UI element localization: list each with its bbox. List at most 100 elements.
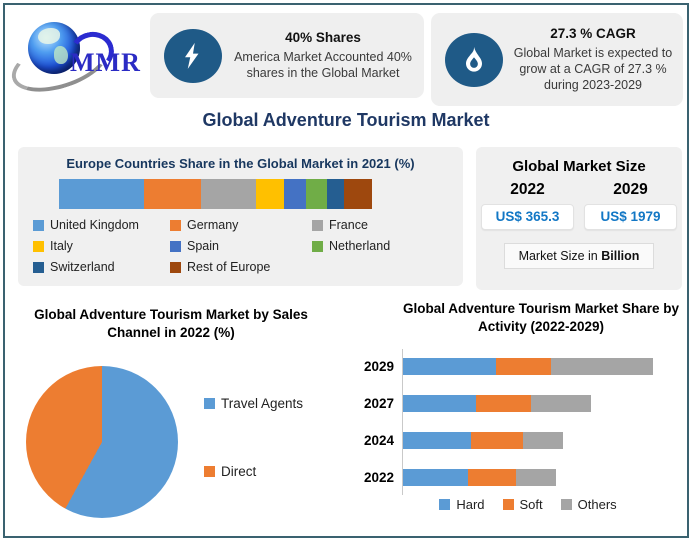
legend-item-spain: Spain — [170, 239, 312, 253]
legend-label: Others — [577, 497, 617, 512]
activity-ylabel: 2029 — [363, 359, 394, 374]
bar-segment-soft — [475, 395, 531, 412]
activity-stacked-bar — [403, 395, 653, 412]
activity-stacked-bar — [403, 432, 653, 449]
lightning-icon — [164, 28, 222, 83]
legend-label: Netherland — [329, 239, 391, 253]
italy-swatch — [33, 240, 44, 252]
cagr-card-title: 27.3 % CAGR — [550, 26, 636, 41]
activity-axis-line — [402, 349, 403, 495]
bar-segment-hard — [403, 395, 476, 412]
legend-item-travel-agents: Travel Agents — [204, 396, 303, 411]
europe-chart-title: Europe Countries Share in the Global Mar… — [66, 156, 415, 171]
legend-label: Spain — [187, 239, 219, 253]
activity-ylabel: 2027 — [363, 396, 394, 411]
year-2029-label: 2029 — [613, 181, 648, 198]
activity-stacked-bar — [403, 358, 653, 375]
activity-ylabel: 2024 — [363, 433, 394, 448]
bar-segment-france — [201, 179, 257, 209]
flame-icon — [445, 32, 503, 87]
rest-of-europe-swatch — [170, 261, 181, 273]
activity-legend: Hard Soft Others — [403, 497, 653, 512]
legend-item-soft: Soft — [502, 497, 543, 512]
sales-channel-pie — [26, 366, 178, 518]
legend-label: Rest of Europe — [187, 260, 271, 274]
activity-row-2029: 2029 — [345, 358, 675, 375]
bar-segment-others — [515, 469, 556, 486]
cagr-card: 27.3 % CAGR Global Market is expected to… — [431, 13, 683, 106]
others-swatch — [560, 499, 572, 510]
activity-ylabel: 2022 — [363, 470, 394, 485]
bar-segment-soft — [468, 469, 516, 486]
legend-label: United Kingdom — [50, 218, 139, 232]
switzerland-swatch — [33, 261, 44, 273]
legend-item-hard: Hard — [439, 497, 485, 512]
france-swatch — [312, 219, 323, 231]
activity-row-2022: 2022 — [345, 469, 675, 486]
bar-segment-others — [530, 395, 591, 412]
market-size-panel: Global Market Size 2022 2029 US$ 365.3 U… — [476, 147, 682, 290]
bar-segment-netherland — [306, 179, 327, 209]
mmr-logo: MMR — [5, 12, 158, 103]
activity-stacked-bar — [403, 469, 653, 486]
market-size-years: 2022 2029 — [476, 181, 682, 199]
legend-label: Hard — [456, 497, 485, 512]
legend-label: Germany — [187, 218, 239, 232]
market-size-title: Global Market Size — [512, 158, 646, 175]
soft-swatch — [502, 499, 514, 510]
note-prefix: Market Size in — [518, 249, 602, 263]
legend-label: Soft — [519, 497, 543, 512]
bar-segment-others — [550, 358, 653, 375]
bar-segment-soft — [470, 432, 523, 449]
bar-segment-rest-of-europe — [343, 179, 373, 209]
bar-segment-hard — [403, 432, 471, 449]
market-size-note: Market Size in Billion — [504, 243, 654, 269]
shares-card: 40% Shares America Market Accounted 40% … — [150, 13, 424, 98]
bar-segment-united-kingdom — [59, 179, 144, 209]
legend-item-italy: Italy — [33, 239, 170, 253]
legend-item-france: France — [312, 218, 453, 232]
cagr-card-body: Global Market is expected to grow at a C… — [513, 46, 673, 92]
spain-swatch — [170, 240, 181, 252]
direct-swatch — [204, 466, 215, 477]
logo-text: MMR — [70, 48, 141, 77]
legend-item-rest-of-europe: Rest of Europe — [170, 260, 312, 274]
legend-item-united-kingdom: United Kingdom — [33, 218, 170, 232]
year-2022-label: 2022 — [510, 181, 545, 198]
bar-segment-italy — [256, 179, 285, 209]
value-2029-box: US$ 1979 — [584, 204, 677, 230]
legend-item-direct: Direct — [204, 464, 256, 479]
legend-label: Switzerland — [50, 260, 115, 274]
value-2022-box: US$ 365.3 — [481, 204, 574, 230]
bar-segment-others — [523, 432, 563, 449]
europe-legend: United Kingdom Germany France Italy Spai… — [33, 218, 453, 274]
legend-label: Direct — [221, 464, 257, 479]
legend-label: Italy — [50, 239, 73, 253]
united-kingdom-swatch — [33, 219, 44, 231]
activity-row-2027: 2027 — [345, 395, 675, 412]
shares-card-body: America Market Accounted 40% shares in t… — [234, 50, 412, 80]
bar-segment-hard — [403, 469, 468, 486]
bar-segment-soft — [495, 358, 551, 375]
legend-item-switzerland: Switzerland — [33, 260, 170, 274]
legend-label: Travel Agents — [221, 396, 304, 411]
bar-segment-spain — [284, 179, 307, 209]
legend-label: France — [329, 218, 368, 232]
germany-swatch — [170, 219, 181, 231]
bar-segment-germany — [143, 179, 202, 209]
hard-swatch — [439, 499, 451, 510]
europe-stacked-bar — [59, 179, 373, 209]
bar-segment-switzerland — [326, 179, 344, 209]
europe-share-panel: Europe Countries Share in the Global Mar… — [18, 147, 463, 286]
travel-agents-swatch — [204, 398, 215, 409]
legend-item-germany: Germany — [170, 218, 312, 232]
bar-segment-hard — [403, 358, 496, 375]
page-title: Global Adventure Tourism Market — [202, 110, 490, 130]
legend-item-netherland: Netherland — [312, 239, 453, 253]
activity-chart-title: Global Adventure Tourism Market Share by… — [402, 301, 680, 335]
note-unit: Billion — [601, 249, 640, 263]
pie-chart-title: Global Adventure Tourism Market by Sales… — [34, 307, 308, 341]
legend-item-others: Others — [560, 497, 617, 512]
netherland-swatch — [312, 240, 323, 252]
